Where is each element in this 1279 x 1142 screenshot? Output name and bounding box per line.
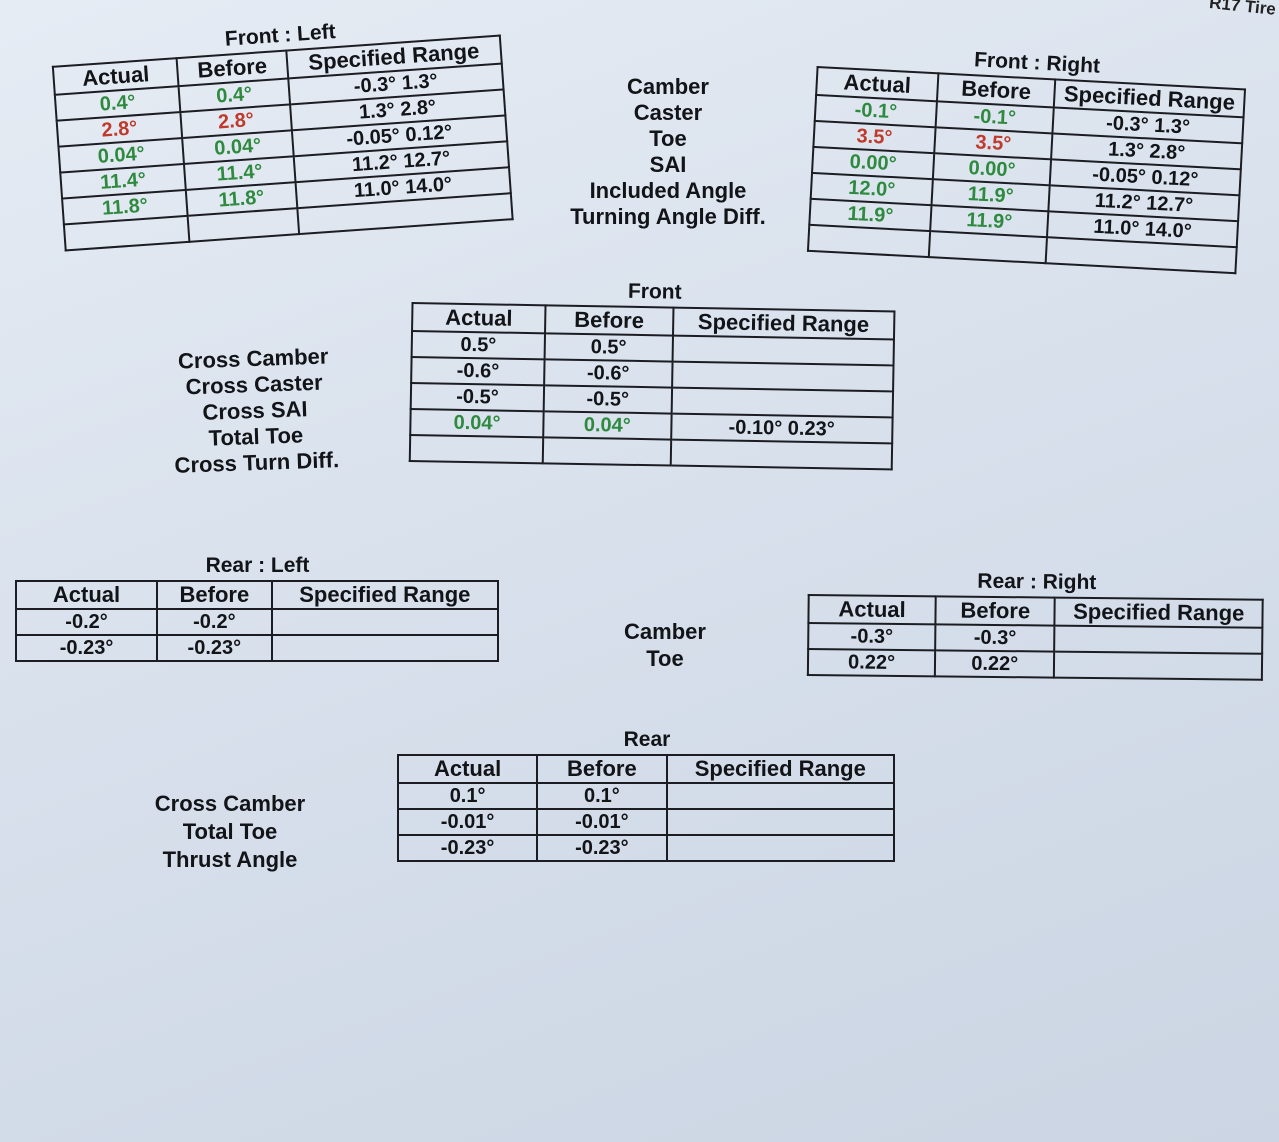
- parameter-label: Cross Camber: [154, 791, 306, 816]
- front-right-table: Actual Before Specified Range -0.1° -0.1° -0.…: [807, 66, 1246, 274]
- cell-actual: 0.1°: [396, 782, 539, 810]
- cell-spec: [671, 387, 894, 418]
- rear-table: Actual Before Specified Range 0.1° 0.1° -0.01…: [396, 754, 896, 862]
- table-row: 0.22° 0.22°: [807, 649, 1263, 680]
- cell-spec: [665, 808, 896, 836]
- cell-before: [542, 437, 671, 466]
- front-table: Actual Before Specified Range 0.5° 0.5° -0.6°…: [409, 302, 896, 470]
- cell-before: -0.5°: [543, 385, 672, 414]
- cell-before: -0.23°: [156, 634, 273, 662]
- parameter-label: SAI: [649, 152, 687, 177]
- cell-before: -0.6°: [544, 359, 673, 388]
- parameter-label: Total Toe: [182, 819, 278, 844]
- cell-before: 0.1°: [536, 782, 668, 810]
- cell-spec: [1054, 625, 1263, 654]
- column-header: Specified Range: [665, 754, 896, 784]
- cell-before: -0.23°: [536, 834, 668, 862]
- column-header: Before: [935, 596, 1056, 626]
- cell-actual: -0.3°: [808, 623, 936, 651]
- cell-spec: [665, 834, 896, 862]
- column-header: Actual: [412, 303, 546, 334]
- table-row: -0.23° -0.23°: [396, 834, 896, 862]
- cell-actual: -0.2°: [14, 608, 159, 636]
- rear-left-table: Actual Before Specified Range -0.2° -0.2° -0.…: [14, 580, 500, 662]
- column-header: Specified Range: [270, 580, 500, 610]
- rear-left-section: Rear : Left Actual Before Specified Range -…: [14, 554, 500, 662]
- rear-cross-labels: Cross Camber Total Toe Thrust Angle: [140, 790, 320, 874]
- cell-spec: [1054, 651, 1263, 680]
- parameter-label: Camber: [624, 619, 706, 644]
- parameter-label: Camber: [627, 74, 709, 99]
- cell-actual: [409, 434, 544, 464]
- table-row: -0.01° -0.01°: [396, 808, 896, 836]
- front-section: Front Actual Before Specified Range 0.5° 0.5…: [409, 276, 898, 470]
- rear-right-section: Rear : Right Actual Before Specified Range…: [807, 568, 1266, 681]
- rear-right-table: Actual Before Specified Range -0.3° -0.3° 0.2…: [807, 594, 1264, 681]
- table-header-row: Actual Before Specified Range: [14, 580, 500, 610]
- rear-right-title: Rear : Right: [977, 569, 1097, 595]
- table-header-row: Actual Before Specified Range: [396, 754, 896, 784]
- cell-actual: [807, 224, 931, 258]
- column-header: Actual: [396, 754, 539, 784]
- cell-spec: [270, 634, 500, 662]
- table-row: -0.23° -0.23°: [14, 634, 500, 662]
- parameter-label: Thrust Angle: [162, 847, 298, 872]
- cell-actual: 0.04°: [410, 408, 544, 438]
- rear-section: Rear Actual Before Specified Range 0.1° 0.1°…: [396, 728, 897, 862]
- cell-before: 0.04°: [543, 411, 672, 440]
- cell-actual: -0.5°: [410, 383, 545, 412]
- cell-spec: [672, 335, 894, 366]
- column-header: Before: [156, 580, 273, 610]
- front-left-section: Front : Left Actual Before Specified Range…: [50, 8, 524, 252]
- table-row: 0.1° 0.1°: [396, 782, 896, 810]
- cell-spec: [671, 361, 894, 392]
- column-header: Before: [536, 754, 668, 784]
- rear-left-title: Rear : Left: [205, 554, 310, 577]
- cell-actual: -0.23°: [396, 834, 539, 862]
- rear-title: Rear: [623, 728, 671, 751]
- column-header: Specified Range: [1054, 597, 1263, 628]
- parameter-label: Toe: [649, 126, 687, 151]
- cell-before: [928, 231, 1048, 264]
- parameter-label: Turning Angle Diff.: [570, 204, 766, 229]
- parameter-label: Included Angle: [589, 178, 747, 203]
- cell-before: -0.3°: [935, 624, 1055, 652]
- front-parameter-labels: Camber Caster Toe SAI Included Angle Turning …: [548, 74, 788, 230]
- front-right-section: Front : Right Actual Before Specified Rang…: [807, 40, 1257, 275]
- column-header: Actual: [808, 595, 936, 625]
- column-header: Specified Range: [672, 307, 895, 340]
- parameter-label: Caster: [633, 100, 703, 125]
- cell-actual: 0.22°: [807, 649, 936, 677]
- front-left-table: Actual Before Specified Range 0.4° 0.4° -0.3°…: [52, 35, 514, 252]
- table-row: -0.2° -0.2°: [14, 608, 500, 636]
- rear-parameter-labels: Camber Toe: [600, 618, 730, 672]
- front-cross-labels: Cross Camber Cross Caster Cross SAI Total T…: [148, 342, 362, 479]
- cell-spec: -0.10° 0.23°: [670, 413, 893, 444]
- cell-spec: [270, 608, 500, 636]
- corner-tire-text: R17 Tire: [1208, 0, 1277, 19]
- cell-actual: -0.6°: [411, 357, 545, 386]
- parameter-label: Toe: [646, 646, 684, 671]
- cell-before: -0.2°: [156, 608, 273, 636]
- cell-before: 0.5°: [544, 333, 673, 362]
- cell-actual: -0.23°: [14, 634, 159, 662]
- cell-actual: -0.01°: [396, 808, 539, 836]
- cell-before: 0.22°: [934, 650, 1055, 678]
- cell-actual: 0.5°: [411, 331, 546, 360]
- column-header: Before: [545, 305, 674, 336]
- cell-spec: [670, 439, 893, 470]
- cell-spec: [665, 782, 896, 810]
- column-header: Actual: [14, 580, 159, 610]
- cell-before: -0.01°: [536, 808, 668, 836]
